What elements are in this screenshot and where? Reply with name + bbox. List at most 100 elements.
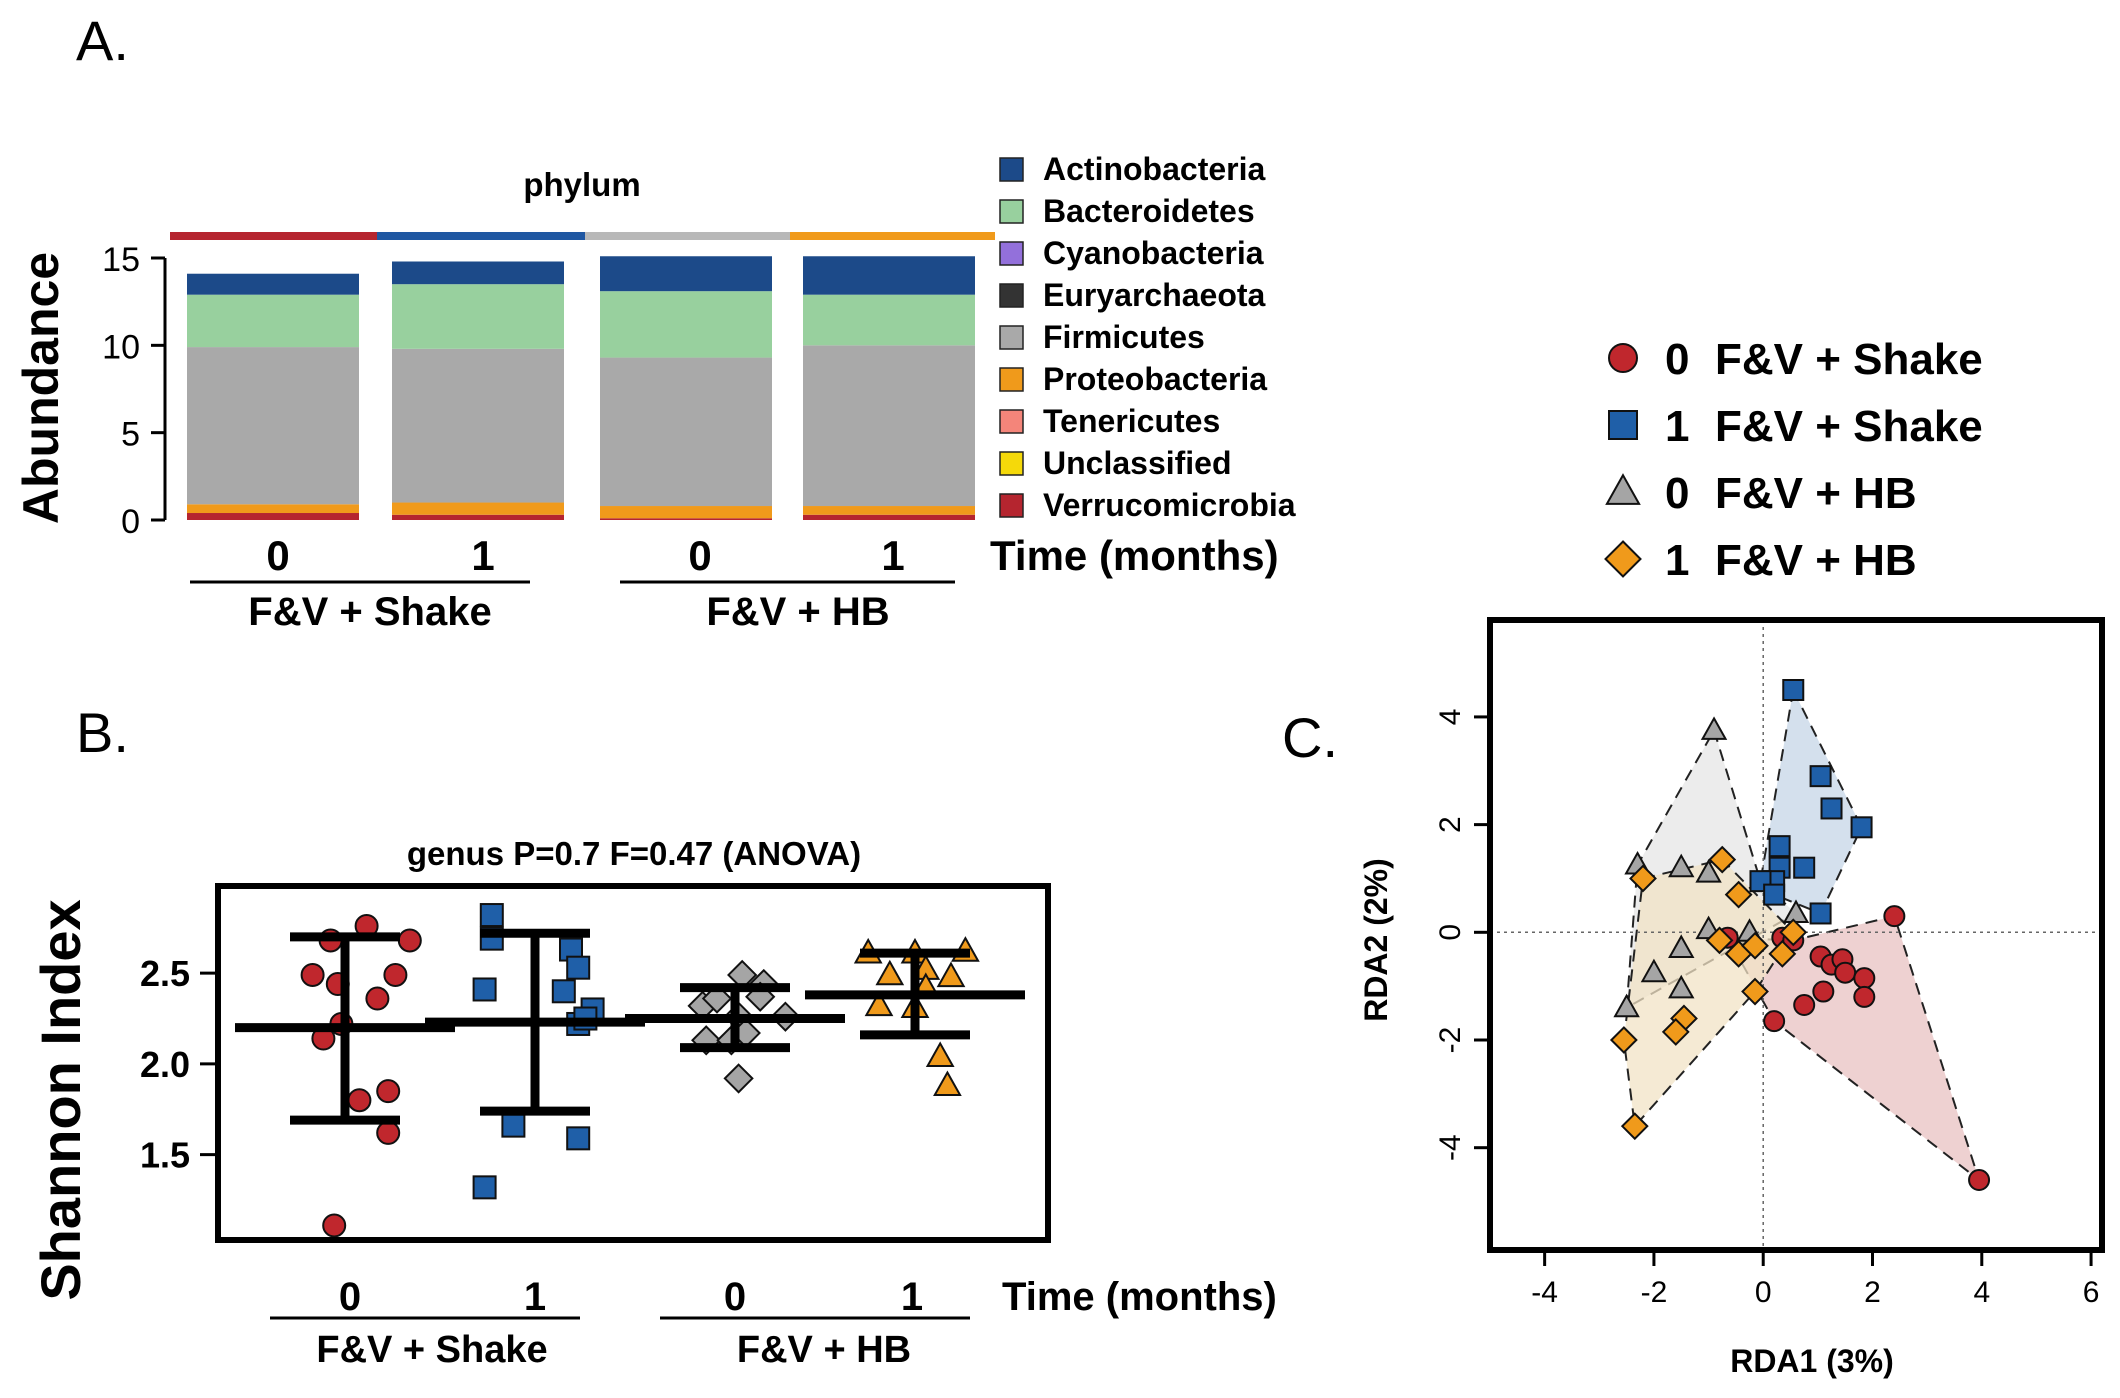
legend-label: F&V + Shake — [1715, 402, 1983, 451]
ordination-point-circle — [1853, 985, 1876, 1008]
y-tick-label: -4 — [1434, 1134, 1467, 1161]
panel-c-points — [1609, 679, 1991, 1191]
x-tick-label: 0 — [266, 532, 289, 579]
bar-segment-bacteroidetes — [803, 294, 975, 346]
data-point-circle — [397, 928, 422, 953]
panel-b-x-axis-label: Time (months) — [1002, 1275, 1277, 1319]
data-point-triangle — [875, 959, 905, 986]
legend-label: Firmicutes — [1043, 319, 1205, 355]
data-point-circle — [322, 1213, 347, 1238]
ordination-point-triangle — [1613, 993, 1640, 1018]
panel-b-dot-plot: genus P=0.7 F=0.47 (ANOVA) Shannon Index… — [29, 835, 1277, 1371]
ordination-point-diamond — [1629, 864, 1657, 893]
data-point-circle — [376, 1120, 401, 1145]
data-point-square — [479, 903, 504, 928]
panel-a-legend: Actinobacteria Bacteroidetes Cyanobacteria… — [999, 151, 1296, 523]
x-tick-label: 2 — [1864, 1276, 1881, 1309]
panel-b-y-axis-label: Shannon Index — [29, 899, 92, 1300]
ordination-point-diamond — [1708, 845, 1737, 874]
x-tick-label: 6 — [2083, 1276, 2100, 1309]
ordination-point-square — [1809, 765, 1832, 788]
ordination-point-triangle — [1700, 716, 1728, 740]
bar-segment-proteobacteria — [187, 504, 359, 514]
legend-swatch-cyanobacteria — [999, 241, 1024, 266]
y-tick-label: 0 — [1434, 924, 1467, 941]
bar-segment-proteobacteria — [803, 506, 975, 515]
ordination-point-circle — [1763, 1010, 1786, 1033]
legend-label: Unclassified — [1043, 445, 1232, 481]
ordination-point-circle — [1968, 1169, 1991, 1191]
bar-segment-firmicutes — [187, 347, 359, 505]
ordination-point-diamond — [1741, 977, 1769, 1006]
panel-c-x-ticks: -4 -2 0 2 4 6 — [1531, 1253, 2099, 1309]
y-tick-label: 4 — [1434, 709, 1467, 726]
ordination-point-square — [1782, 679, 1805, 701]
panel-b-title: genus P=0.7 F=0.47 (ANOVA) — [407, 835, 861, 872]
panel-c-plot-frame — [1487, 617, 2105, 1253]
ordination-point-circle — [1834, 961, 1857, 984]
panel-a-x-axis-label: Time (months) — [990, 532, 1279, 579]
x-tick-label: 1 — [881, 532, 904, 579]
legend-number: 0 — [1665, 335, 1689, 384]
x-tick-label: 0 — [724, 1275, 746, 1319]
ordination-point-square — [1763, 883, 1786, 906]
legend-label: F&V + Shake — [1715, 335, 1983, 384]
bar-segment-actinobacteria — [803, 256, 975, 295]
ordination-point-circle — [1883, 905, 1906, 928]
ordination-point-diamond — [1609, 1026, 1638, 1054]
panel-b-label: B. — [76, 701, 129, 764]
ordination-point-circle — [1793, 994, 1816, 1016]
y-tick-label: 10 — [102, 328, 140, 366]
ordination-point-square — [1809, 902, 1832, 925]
legend-number: 1 — [1665, 536, 1689, 585]
ordination-point-square — [1768, 835, 1791, 858]
legend-label: F&V + HB — [1715, 536, 1917, 585]
legend-label: Cyanobacteria — [1043, 235, 1264, 271]
ordination-point-square — [1793, 856, 1816, 879]
panel-a-label: A. — [76, 9, 129, 72]
strip-segment-1 — [377, 232, 585, 240]
data-point-circle — [365, 986, 390, 1011]
data-point-circle — [383, 962, 408, 987]
ordination-point-circle — [1812, 980, 1835, 1003]
bar-segment-firmicutes — [600, 357, 772, 507]
ordination-point-square — [1850, 816, 1873, 839]
y-tick-label: 1.5 — [140, 1135, 190, 1176]
x-tick-label: 1 — [524, 1275, 546, 1319]
ordination-point-diamond — [1661, 1018, 1690, 1046]
data-point-triangle — [864, 990, 894, 1017]
y-tick-label: 2 — [1434, 816, 1467, 833]
data-point-circle — [376, 1079, 401, 1104]
group-label-shake: F&V + Shake — [248, 590, 491, 634]
legend-swatch-actinobacteria — [999, 157, 1024, 182]
legend-number: 1 — [1665, 402, 1689, 451]
legend-label: Actinobacteria — [1043, 151, 1265, 187]
legend-number: 0 — [1665, 469, 1689, 518]
y-tick-label: 15 — [102, 241, 140, 279]
ordination-point-diamond — [1705, 926, 1734, 955]
group-label-hb: F&V + HB — [706, 590, 889, 634]
x-tick-label: -2 — [1641, 1276, 1668, 1309]
legend-label: Euryarchaeota — [1043, 277, 1266, 313]
strip-segment-0 — [170, 232, 377, 240]
ordination-point-circle — [1853, 967, 1876, 990]
bar-segment-firmicutes — [803, 345, 975, 507]
data-point-square — [472, 1175, 497, 1200]
panel-c-legend: 0 F&V + Shake 1 F&V + Shake 0 F&V + HB 1 F&V + … — [1604, 335, 1983, 585]
legend-swatch-unclassified — [999, 451, 1024, 476]
panel-c-reference-lines — [1490, 620, 2102, 1250]
panel-b-x-tick-labels: 0 1 0 1 — [339, 1275, 923, 1319]
legend-label: Verrucomicrobia — [1043, 487, 1296, 523]
bar-segment-verrucomicrobia — [803, 514, 975, 520]
panel-b-plot-frame — [215, 883, 1051, 1243]
data-point-square — [551, 979, 576, 1004]
ordination-point-triangle — [1640, 958, 1668, 983]
legend-swatch-firmicutes — [999, 325, 1024, 350]
legend-swatch-bacteroidetes — [999, 199, 1024, 224]
y-tick-label: 0 — [121, 503, 140, 541]
data-point-square — [566, 955, 591, 980]
panel-a-x-tick-labels: 0 1 0 1 — [266, 532, 904, 579]
bar-segment-verrucomicrobia — [392, 514, 564, 520]
data-point-triangle — [925, 1041, 955, 1067]
